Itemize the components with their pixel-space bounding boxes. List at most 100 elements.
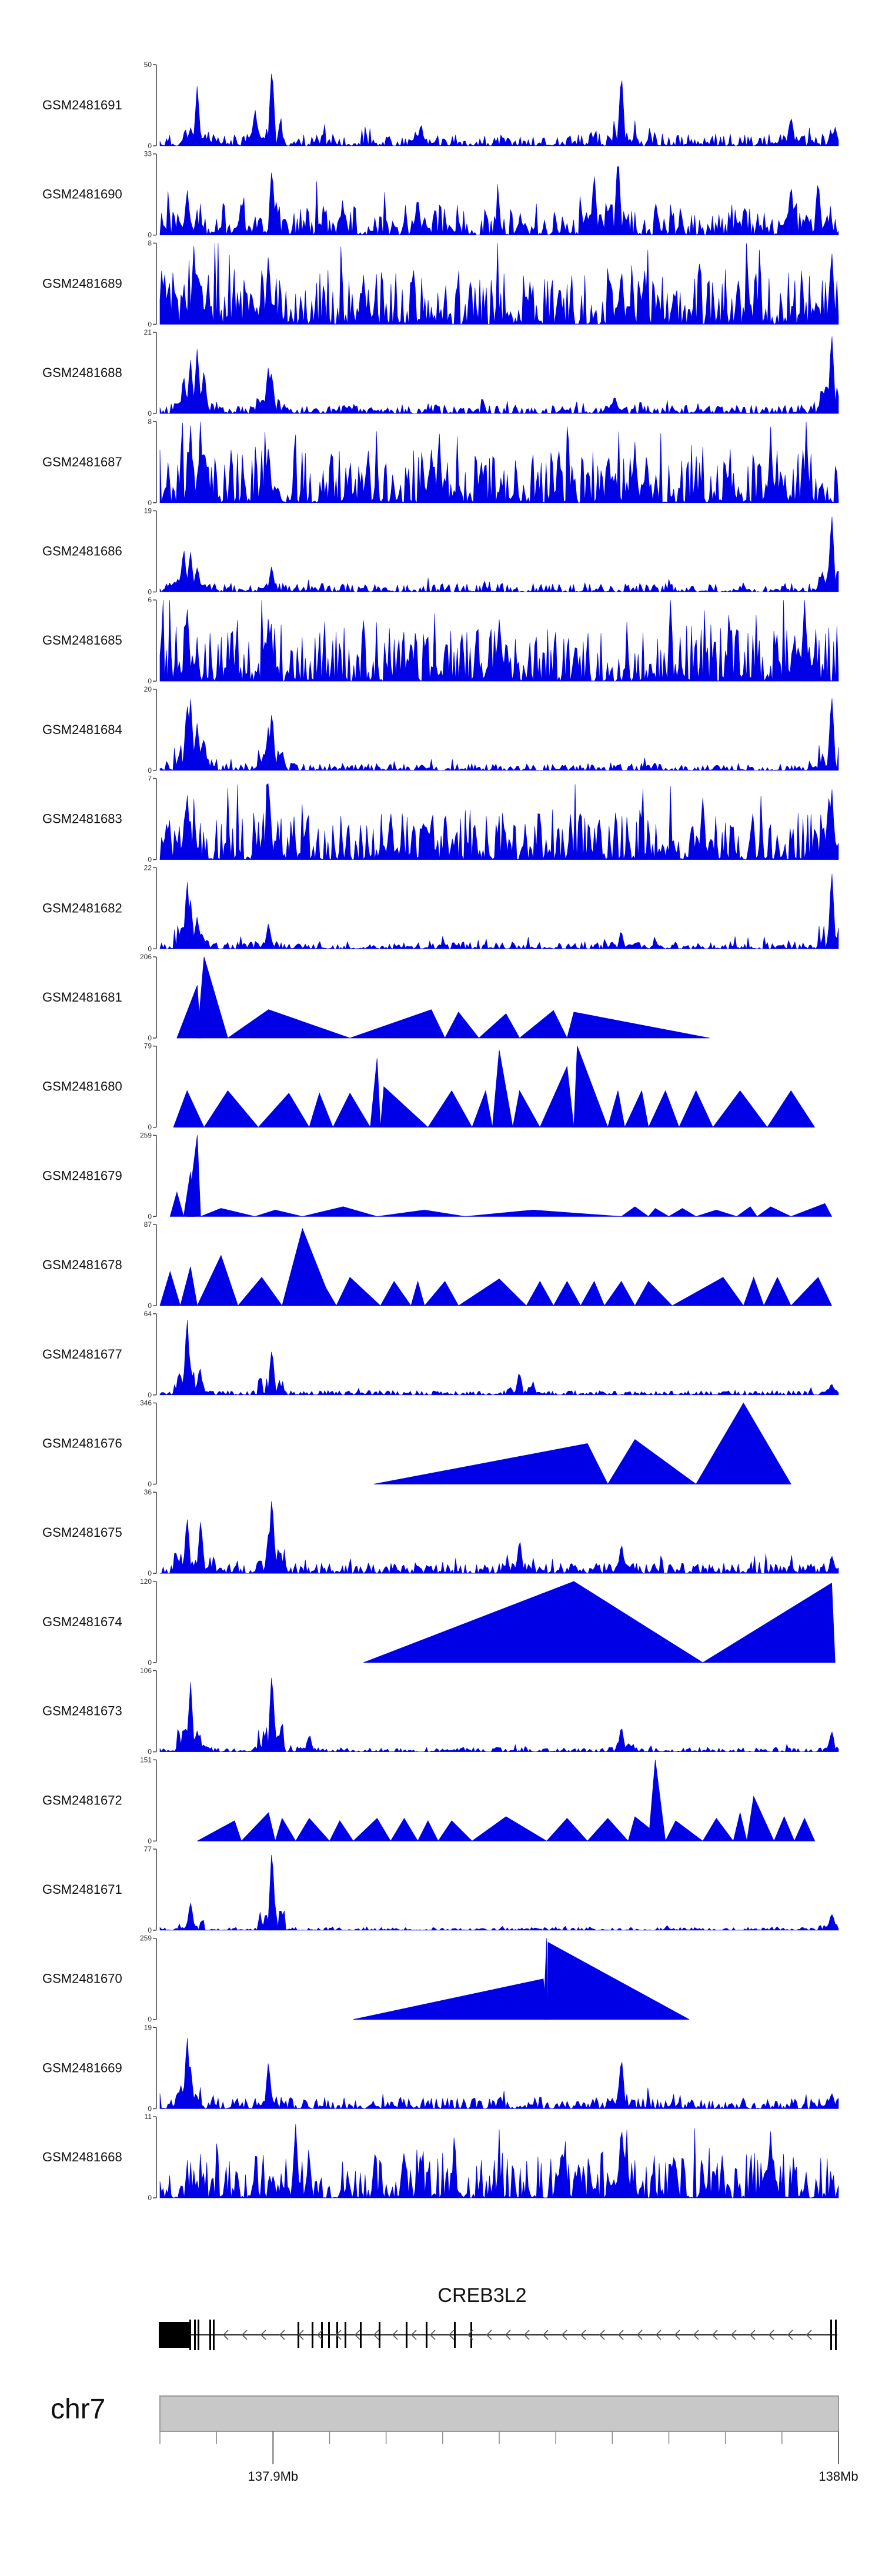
coverage-triangle	[648, 1760, 666, 1841]
track-GSM2481678: GSM2481678 87 0	[42, 1220, 833, 1310]
coverage-triangle	[309, 1092, 333, 1128]
track-ymin-label: 0	[148, 1837, 152, 1845]
coverage-triangle	[607, 1090, 625, 1128]
track-label: GSM2481679	[42, 1168, 122, 1183]
track-ymax-label: 11	[145, 2113, 152, 2121]
coverage-triangle	[275, 1817, 296, 1841]
coverage-area	[159, 1501, 839, 1574]
coverage-area	[159, 600, 839, 682]
strand-chevron	[429, 2330, 436, 2340]
genome-axis: 137.9Mb 138Mb	[159, 2431, 858, 2484]
track-ymax-label: 36	[144, 1488, 152, 1496]
strand-chevron	[316, 2330, 323, 2340]
coverage-triangle	[624, 1090, 649, 1128]
track-ymax-label: 33	[144, 150, 152, 158]
track-ymin-label: 0	[148, 1212, 152, 1220]
coverage-triangle	[159, 1270, 181, 1306]
coverage-triangle	[648, 1208, 670, 1217]
coverage-triangle	[380, 1086, 429, 1128]
track-label: GSM2481685	[42, 633, 122, 648]
gene-exon	[454, 2322, 456, 2348]
track-ymin-label: 0	[148, 945, 152, 953]
coverage-triangle	[736, 1206, 758, 1217]
coverage-triangle	[539, 1065, 574, 1128]
coverage-triangle	[417, 1820, 439, 1841]
track-ymin-label: 0	[148, 1480, 152, 1489]
coverage-triangle	[424, 1280, 459, 1306]
track-ymin-label: 0	[148, 1034, 152, 1042]
track-ymin-label: 0	[148, 1302, 152, 1310]
track-ymin-label: 0	[148, 677, 152, 685]
coverage-area	[159, 2124, 839, 2199]
gene-exon	[189, 2320, 191, 2350]
strand-chevron	[561, 2330, 567, 2340]
track-GSM2481681: GSM2481681 206 0	[42, 953, 710, 1042]
track-ymin-label: 0	[148, 1748, 152, 1756]
strand-chevron	[410, 2330, 417, 2340]
track-label: GSM2481671	[42, 1882, 122, 1897]
chromosome-label: chr7	[51, 2394, 105, 2425]
strand-chevron	[711, 2330, 718, 2340]
coverage-triangle	[701, 1582, 836, 1663]
coverage-triangle	[773, 1816, 795, 1841]
track-GSM2481682: GSM2481682 22 0	[42, 863, 839, 953]
coverage-triangle	[377, 1209, 466, 1217]
coverage-triangle	[546, 1818, 588, 1841]
coverage-triangle	[352, 1818, 392, 1841]
coverage-area	[159, 1320, 839, 1396]
track-ymax-label: 7	[148, 775, 152, 783]
track-ymax-label: 346	[140, 1399, 152, 1407]
strand-chevron	[260, 2330, 266, 2340]
coverage-triangle	[240, 1812, 276, 1841]
track-label: GSM2481688	[42, 365, 122, 380]
track-ymax-label: 64	[144, 1310, 152, 1318]
gene-exon	[336, 2322, 338, 2348]
coverage-triangle	[445, 1012, 480, 1039]
coverage-area	[159, 336, 839, 414]
strand-chevron	[636, 2330, 643, 2340]
coverage-triangle	[457, 1279, 527, 1306]
strand-chevron	[787, 2330, 793, 2340]
coverage-triangle	[526, 1280, 554, 1306]
track-panels: GSM2481691500GSM2481690330GSM248168980GS…	[42, 61, 839, 2202]
coverage-triangle	[258, 1093, 310, 1128]
coverage-triangle	[410, 1280, 425, 1306]
track-ymin-label: 0	[148, 1123, 152, 1132]
gene-exon	[406, 2322, 407, 2348]
coverage-triangle	[668, 1208, 697, 1217]
coverage-triangle	[790, 1277, 833, 1306]
strand-chevron	[749, 2330, 756, 2340]
strand-chevron	[467, 2330, 473, 2340]
strand-chevron	[806, 2330, 812, 2340]
coverage-triangle	[472, 1090, 493, 1128]
track-ymin-label: 0	[148, 1659, 152, 1667]
gene-exon	[194, 2320, 196, 2350]
gene-exon	[213, 2320, 215, 2350]
coverage-triangle	[176, 985, 201, 1039]
coverage-triangle	[471, 1816, 548, 1841]
strand-chevron	[580, 2330, 586, 2340]
gene-utr-block	[159, 2322, 189, 2348]
coverage-triangle	[465, 1209, 622, 1217]
coverage-area	[159, 2038, 839, 2110]
coverage-triangle	[553, 1280, 582, 1306]
coverage-triangle	[679, 1090, 714, 1128]
strand-chevron	[486, 2330, 492, 2340]
track-ymin-label: 0	[148, 2104, 152, 2113]
track-GSM2481680: GSM2481680 79 0	[42, 1042, 816, 1132]
strand-chevron	[599, 2330, 605, 2340]
strand-chevron	[523, 2330, 530, 2340]
strand-chevron	[298, 2330, 304, 2340]
strand-chevron	[222, 2330, 229, 2340]
track-ymax-label: 259	[140, 1934, 152, 1943]
track-label: GSM2481682	[42, 900, 122, 915]
coverage-triangle	[791, 1203, 833, 1217]
track-GSM2481668: GSM2481668 11 0	[42, 2113, 839, 2202]
track-ymin-label: 0	[148, 856, 152, 864]
track-ymin-label: 0	[148, 588, 152, 596]
track-ymax-label: 259	[140, 1131, 152, 1139]
strand-chevron	[730, 2330, 737, 2340]
gene-exon	[198, 2320, 199, 2350]
strand-chevron	[279, 2330, 285, 2340]
